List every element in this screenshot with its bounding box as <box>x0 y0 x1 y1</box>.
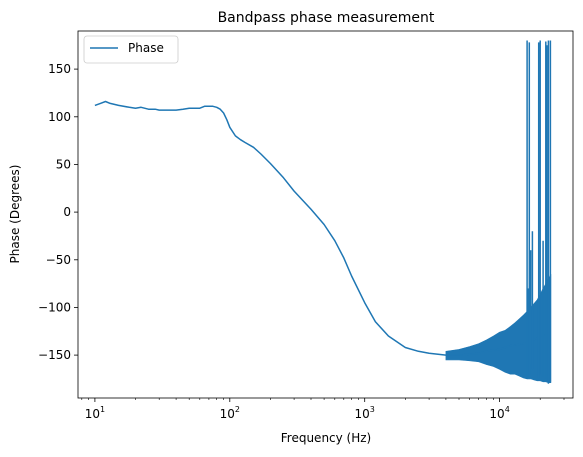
x-tick-label: 101 <box>85 405 105 421</box>
series-line-phase <box>94 100 549 356</box>
x-tick-label: 103 <box>355 405 375 421</box>
y-tick-label: 100 <box>48 110 71 124</box>
plot-frame <box>77 30 574 399</box>
y-tick-label: −50 <box>46 253 71 267</box>
legend-box <box>83 35 179 64</box>
chart-title: Bandpass phase measurement <box>218 10 435 26</box>
phase-noise-band <box>445 273 552 383</box>
x-axis-label: Frequency (Hz) <box>281 431 372 445</box>
y-tick-label: 150 <box>48 62 71 76</box>
y-tick-label: 50 <box>56 158 71 172</box>
legend-label-phase: Phase <box>128 41 164 55</box>
x-tick-label: 104 <box>489 405 509 421</box>
legend: Phase <box>83 35 179 64</box>
y-tick-label: 0 <box>63 205 71 219</box>
y-tick-label: −100 <box>38 300 71 314</box>
y-tick-label: −150 <box>38 348 71 362</box>
x-tick-label: 102 <box>220 405 240 421</box>
y-axis-label: Phase (Degrees) <box>8 165 22 264</box>
